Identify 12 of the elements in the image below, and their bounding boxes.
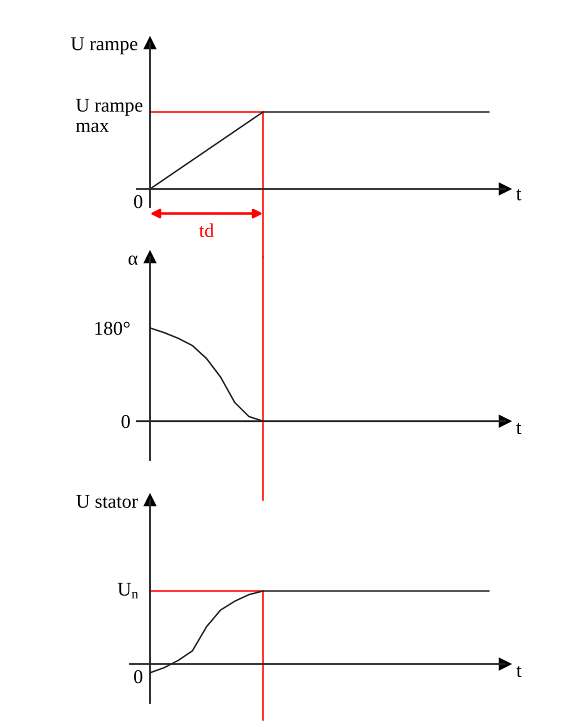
x-axis-title: t <box>516 666 522 678</box>
y-axis-title: U stator <box>76 494 138 508</box>
ref-line-label: U$_{n}$ <box>118 582 138 598</box>
x-axis-title: t <box>516 423 522 434</box>
annotation: 0 <box>134 670 142 684</box>
ref-line-label: U rampe max <box>76 98 142 132</box>
y-tick-label: 180° <box>95 322 130 335</box>
text: td <box>199 223 214 238</box>
y-axis-title: U rampe <box>70 37 138 54</box>
x-axis-title: t <box>516 189 522 200</box>
text: 0 <box>134 195 142 208</box>
y-axis-title: α <box>128 256 138 265</box>
